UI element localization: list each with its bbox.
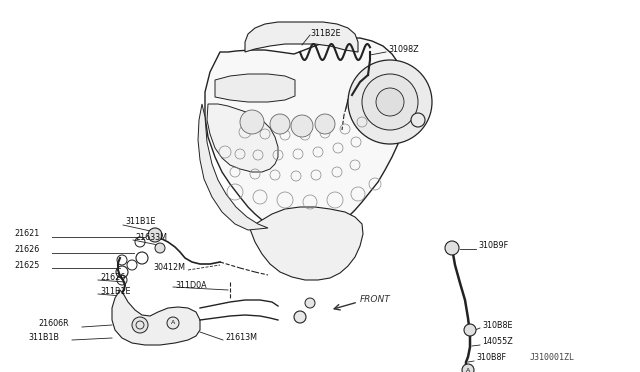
Text: 310B8F: 310B8F bbox=[476, 353, 506, 362]
Text: 21633M: 21633M bbox=[135, 234, 167, 243]
Text: 21626: 21626 bbox=[14, 246, 39, 254]
Polygon shape bbox=[250, 207, 363, 280]
Text: 21606R: 21606R bbox=[38, 320, 68, 328]
Circle shape bbox=[270, 114, 290, 134]
Text: 21613M: 21613M bbox=[225, 333, 257, 341]
Text: 311B2E: 311B2E bbox=[310, 29, 340, 38]
Circle shape bbox=[411, 113, 425, 127]
Circle shape bbox=[362, 74, 418, 130]
Polygon shape bbox=[205, 38, 408, 230]
Text: 311D0A: 311D0A bbox=[175, 280, 207, 289]
Circle shape bbox=[240, 110, 264, 134]
Text: 21621: 21621 bbox=[14, 230, 39, 238]
Text: A: A bbox=[466, 368, 470, 372]
Circle shape bbox=[462, 364, 474, 372]
Text: 311B1E: 311B1E bbox=[125, 218, 156, 227]
Text: 311B1B: 311B1B bbox=[28, 333, 59, 341]
Circle shape bbox=[464, 324, 476, 336]
Polygon shape bbox=[245, 22, 358, 52]
Text: FRONT: FRONT bbox=[360, 295, 391, 305]
Circle shape bbox=[348, 60, 432, 144]
Text: 31098Z: 31098Z bbox=[388, 45, 419, 55]
Circle shape bbox=[155, 243, 165, 253]
Polygon shape bbox=[207, 104, 278, 172]
Circle shape bbox=[315, 114, 335, 134]
Circle shape bbox=[167, 317, 179, 329]
Polygon shape bbox=[198, 104, 268, 230]
Text: 21625: 21625 bbox=[14, 260, 40, 269]
Text: J310001ZL: J310001ZL bbox=[530, 353, 575, 362]
Text: A: A bbox=[171, 321, 175, 326]
Polygon shape bbox=[112, 290, 200, 345]
Circle shape bbox=[294, 311, 306, 323]
Circle shape bbox=[132, 317, 148, 333]
Text: 21626: 21626 bbox=[100, 273, 125, 282]
Circle shape bbox=[291, 115, 313, 137]
Circle shape bbox=[305, 298, 315, 308]
Polygon shape bbox=[215, 74, 295, 102]
Circle shape bbox=[376, 88, 404, 116]
Text: 30412M: 30412M bbox=[153, 263, 185, 273]
Circle shape bbox=[148, 228, 162, 242]
Text: 310B9F: 310B9F bbox=[478, 241, 508, 250]
Circle shape bbox=[445, 241, 459, 255]
Text: 311B1E: 311B1E bbox=[100, 288, 131, 296]
Text: 14055Z: 14055Z bbox=[482, 337, 513, 346]
Text: 310B8E: 310B8E bbox=[482, 321, 513, 330]
